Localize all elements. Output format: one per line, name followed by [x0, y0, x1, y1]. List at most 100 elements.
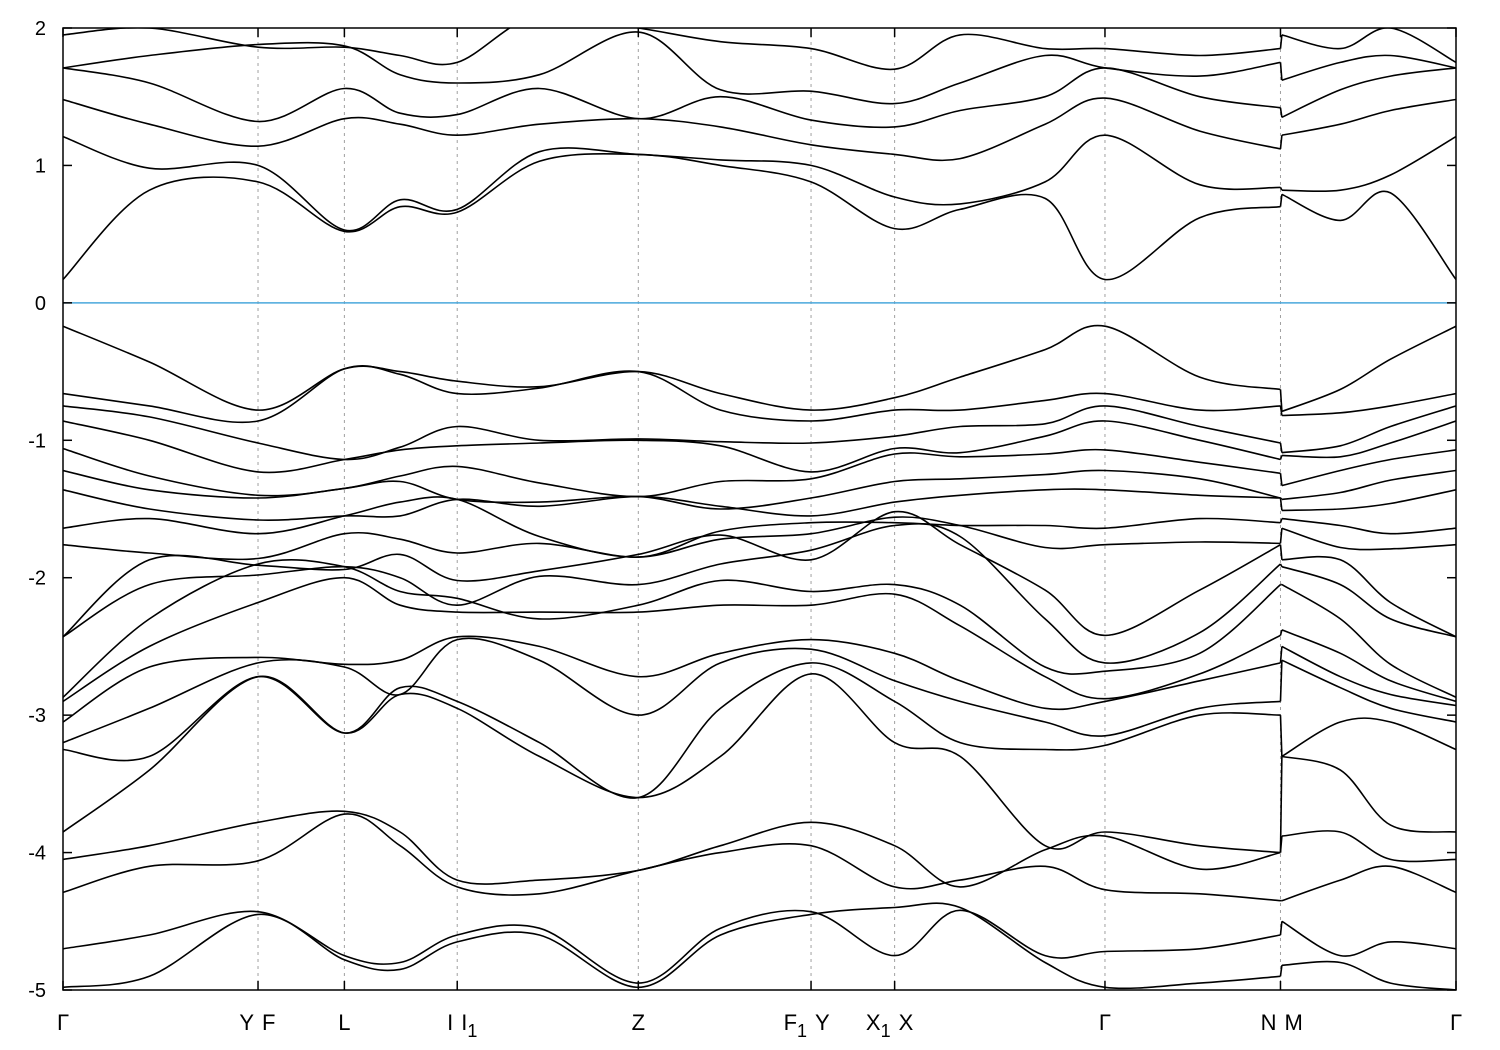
band-discontinuity	[1279, 836, 1283, 853]
x-tick-label: F1	[784, 1010, 807, 1041]
band-line	[1281, 830, 1456, 863]
band-discontinuity	[1279, 715, 1283, 757]
band-line	[1281, 565, 1456, 638]
x-tick-label: F	[262, 1010, 275, 1035]
band-line	[63, 420, 1281, 474]
x-tick-label: N	[1261, 1010, 1277, 1035]
band-discontinuity	[1279, 544, 1283, 560]
band-line	[63, 469, 1281, 510]
band-discontinuity	[1279, 497, 1283, 511]
band-line	[63, 405, 1281, 461]
band-line	[63, 637, 1281, 744]
band-line	[63, 673, 1281, 854]
band-line	[1281, 98, 1456, 136]
band-discontinuity	[1279, 473, 1283, 486]
band-discontinuity	[1279, 921, 1283, 936]
band-line	[63, 31, 1281, 105]
band-line	[63, 324, 1281, 411]
y-tick-label: -2	[28, 568, 46, 590]
band-line	[63, 447, 1281, 498]
band-line	[1281, 135, 1456, 193]
y-axis: -5 -4 -3 -2 -1 0 1 2	[28, 18, 1456, 1002]
band-line	[63, 134, 1281, 232]
band-discontinuity	[1279, 405, 1283, 416]
band-line	[63, 635, 1281, 723]
y-tick-label: 0	[35, 293, 46, 315]
x-tick-label: X1	[866, 1010, 891, 1041]
y-tick-label: 1	[35, 155, 46, 177]
band-line	[1281, 325, 1456, 413]
band-discontinuity	[1279, 646, 1283, 663]
band-line	[1281, 645, 1456, 707]
x-tick-label: L	[338, 1010, 350, 1035]
band-line	[1281, 190, 1456, 280]
plot-frame	[62, 27, 1457, 991]
x-tick-label: Y	[239, 1010, 254, 1035]
y-tick-label: 2	[35, 18, 46, 40]
band-discontinuity	[1279, 62, 1283, 81]
x-tick-label: I1	[461, 1010, 477, 1041]
band-discontinuity	[1279, 756, 1283, 853]
band-line	[1281, 629, 1456, 703]
band-line	[1281, 920, 1456, 957]
band-line	[1281, 555, 1456, 638]
band-discontinuity	[1279, 528, 1283, 544]
band-line	[63, 496, 1281, 558]
band-line	[1281, 517, 1456, 535]
band-line	[63, 510, 1281, 638]
x-tick-label: Z	[632, 1010, 645, 1035]
band-line	[1281, 755, 1456, 833]
band-discontinuity	[1279, 455, 1283, 460]
x-axis: Γ Y F L I I1 Z F1 Y X1 X Γ N M Γ	[57, 28, 1462, 1041]
band-line	[63, 67, 1281, 129]
band-line	[1281, 420, 1456, 459]
band-discontinuity	[1279, 135, 1283, 150]
band-line	[63, 523, 1282, 664]
band-line	[63, 902, 1281, 990]
band-line	[1281, 717, 1456, 758]
band-line	[1281, 449, 1456, 487]
band-line	[63, 364, 1281, 424]
y-tick-label: -3	[28, 705, 46, 727]
band-discontinuity	[1279, 518, 1283, 523]
band-discontinuity	[1279, 34, 1283, 49]
band-line	[63, 810, 1281, 888]
band-discontinuity	[1279, 107, 1283, 118]
band-line	[63, 488, 1281, 521]
band-discontinuity	[1279, 660, 1283, 702]
band-line	[1281, 583, 1456, 699]
band-line	[63, 28, 1281, 71]
x-tick-label: Y	[815, 1010, 830, 1035]
band-line	[1281, 527, 1456, 551]
y-tick-label: -1	[28, 430, 46, 452]
band-line	[63, 97, 1281, 162]
x-tick-label: Γ	[1450, 1010, 1462, 1035]
x-tick-label: M	[1284, 1010, 1302, 1035]
band-line	[1281, 865, 1456, 902]
band-line	[1281, 960, 1456, 990]
band-discontinuity	[1279, 442, 1283, 453]
band-line	[63, 576, 1281, 703]
x-tick-label: Γ	[57, 1010, 69, 1035]
band-line	[1281, 469, 1456, 501]
band-discontinuity	[1279, 629, 1283, 636]
y-tick-label: -4	[28, 843, 46, 865]
band-line	[1281, 28, 1456, 64]
x-tick-label: Γ	[1099, 1010, 1111, 1035]
band-discontinuity	[1279, 187, 1283, 191]
band-line	[1281, 489, 1456, 512]
x-tick-label: I	[447, 1010, 453, 1035]
band-discontinuity	[1279, 389, 1283, 412]
band-line	[1281, 405, 1456, 454]
band-discontinuity	[1279, 965, 1283, 977]
band-line	[1281, 392, 1456, 417]
band-line	[1281, 659, 1456, 723]
band-line	[63, 516, 1281, 561]
x-tick-label: X	[899, 1010, 914, 1035]
band-discontinuity	[1279, 563, 1283, 568]
band-line	[63, 152, 1281, 281]
band-line	[1281, 54, 1456, 81]
band-line	[63, 813, 1281, 902]
band-line	[63, 662, 1281, 799]
